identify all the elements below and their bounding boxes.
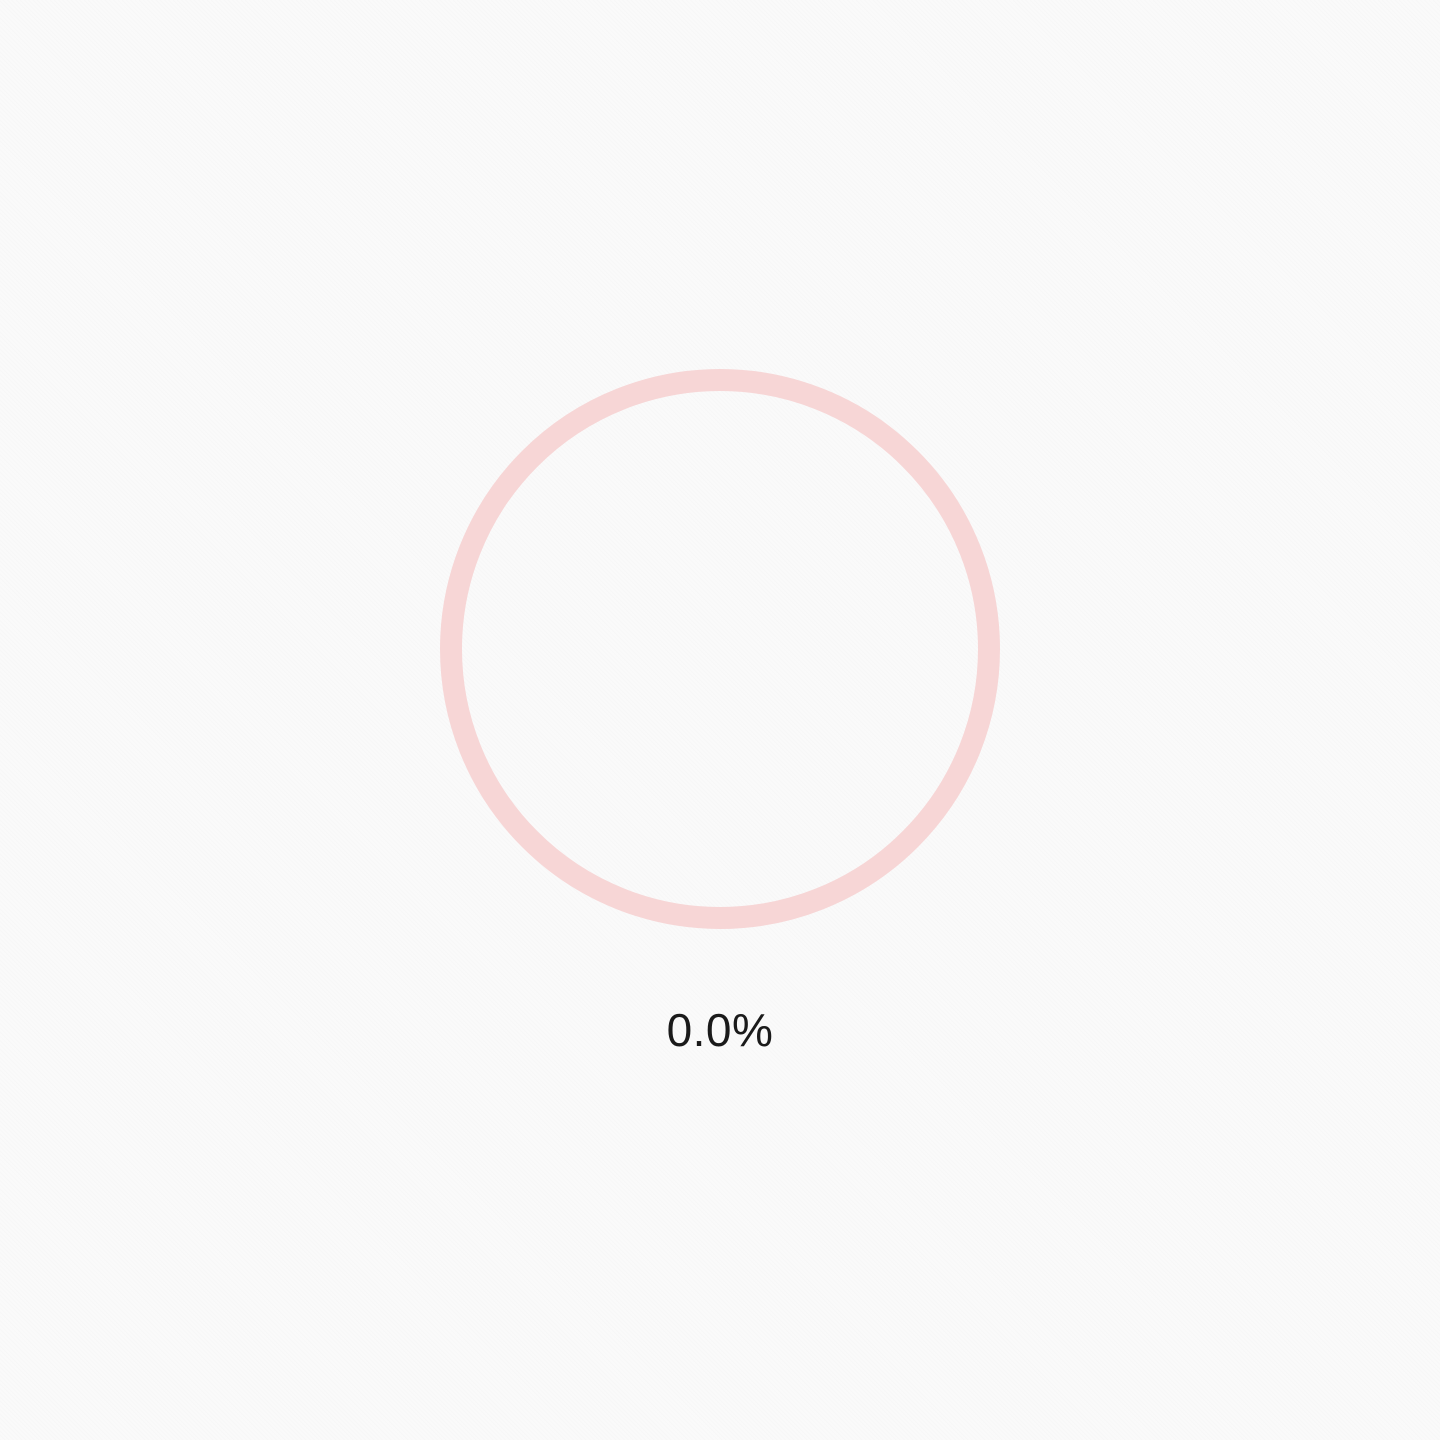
circular-progress <box>440 369 1000 929</box>
progress-ring-svg <box>440 369 1000 929</box>
progress-ring-track <box>440 369 1000 929</box>
progress-percentage-label: 0.0% <box>666 1004 774 1056</box>
